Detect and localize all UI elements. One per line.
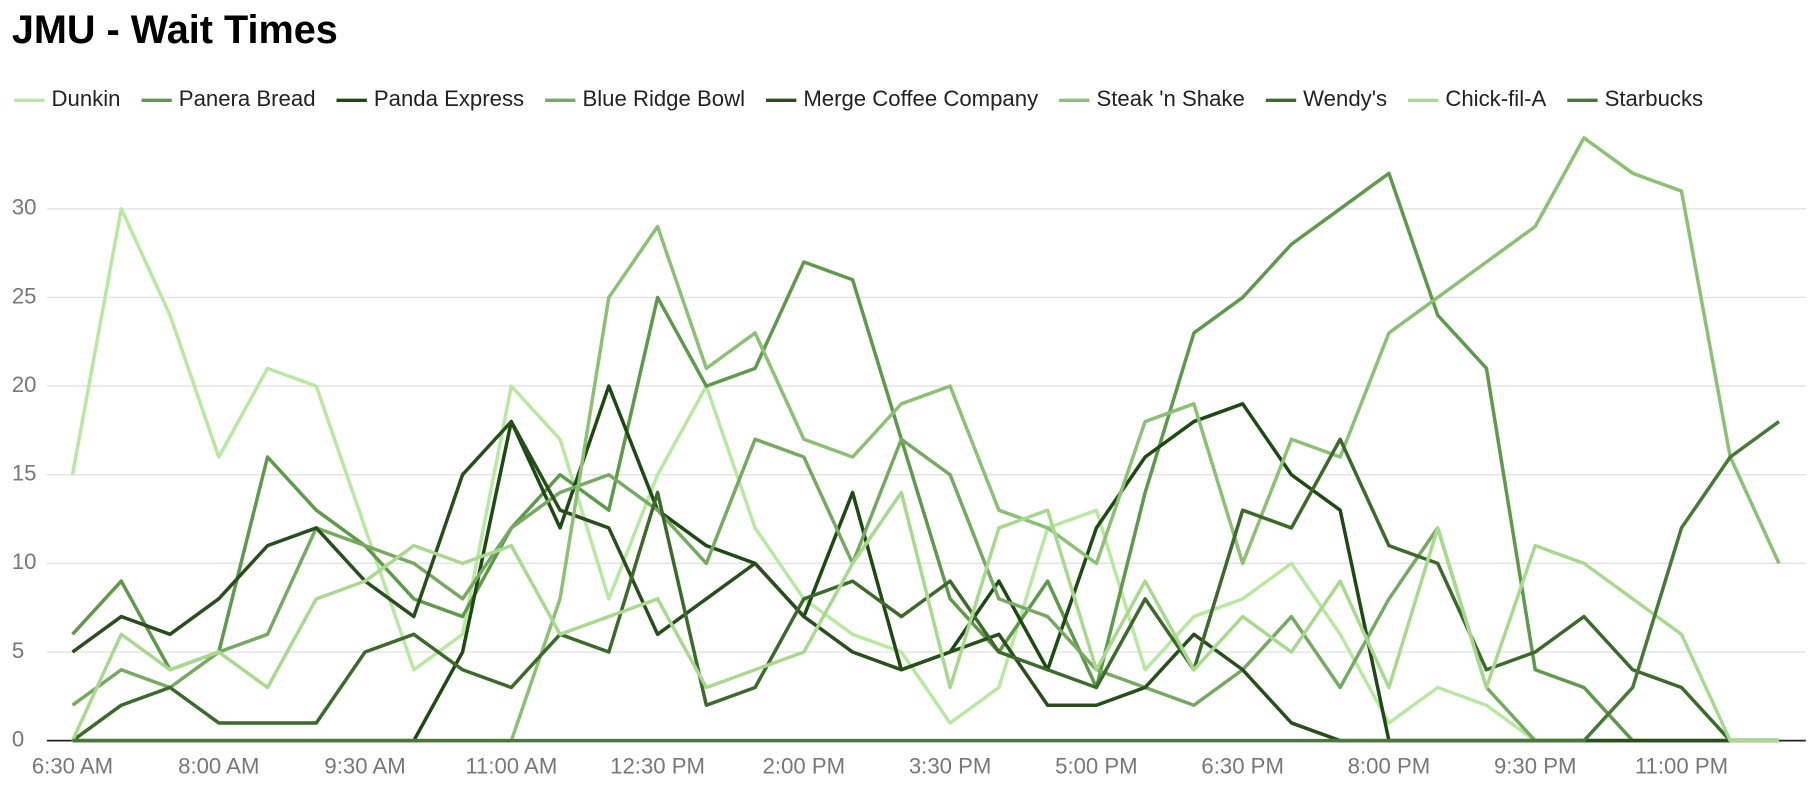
series-line (70, 207, 1779, 743)
x-tick-label: 2:00 PM (763, 753, 846, 778)
x-tick-label: 8:00 AM (178, 753, 259, 778)
legend-label: Merge Coffee Company (803, 86, 1039, 111)
y-tick-label: 5 (12, 638, 24, 663)
y-tick-label: 30 (12, 195, 37, 220)
x-tick-label: 6:30 AM (32, 753, 113, 778)
series-line (71, 171, 1779, 743)
y-tick-label: 10 (12, 549, 37, 574)
x-tick-label: 9:30 PM (1494, 753, 1577, 778)
y-tick-label: 0 (12, 727, 24, 752)
x-tick-label: 8:00 PM (1348, 753, 1431, 778)
legend-label: Steak 'n Shake (1096, 86, 1244, 111)
x-tick-label: 6:30 PM (1201, 753, 1284, 778)
y-tick-label: 15 (12, 461, 37, 486)
series-line (72, 136, 1781, 743)
legend-label: Panda Express (374, 86, 524, 111)
legend-label: Dunkin (52, 86, 121, 111)
x-tick-label: 11:00 AM (465, 753, 557, 778)
x-tick-label: 12:30 PM (610, 753, 705, 778)
y-tick-label: 25 (12, 283, 37, 308)
y-tick-label: 20 (12, 372, 37, 397)
series-line (70, 490, 1779, 743)
legend-label: Wendy's (1303, 86, 1387, 111)
x-tick-label: 5:00 PM (1055, 753, 1138, 778)
chart-title: JMU - Wait Times (12, 8, 338, 52)
x-tick-label: 11:00 PM (1635, 753, 1728, 778)
x-tick-label: 3:30 PM (909, 753, 992, 778)
series-line (72, 420, 1781, 743)
legend-label: Chick-fil-A (1445, 86, 1546, 111)
legend-label: Starbucks (1605, 86, 1704, 111)
legend-label: Blue Ridge Bowl (582, 86, 745, 111)
series-line (71, 437, 1779, 743)
x-tick-label: 9:30 AM (324, 753, 405, 778)
legend-label: Panera Bread (179, 86, 316, 111)
